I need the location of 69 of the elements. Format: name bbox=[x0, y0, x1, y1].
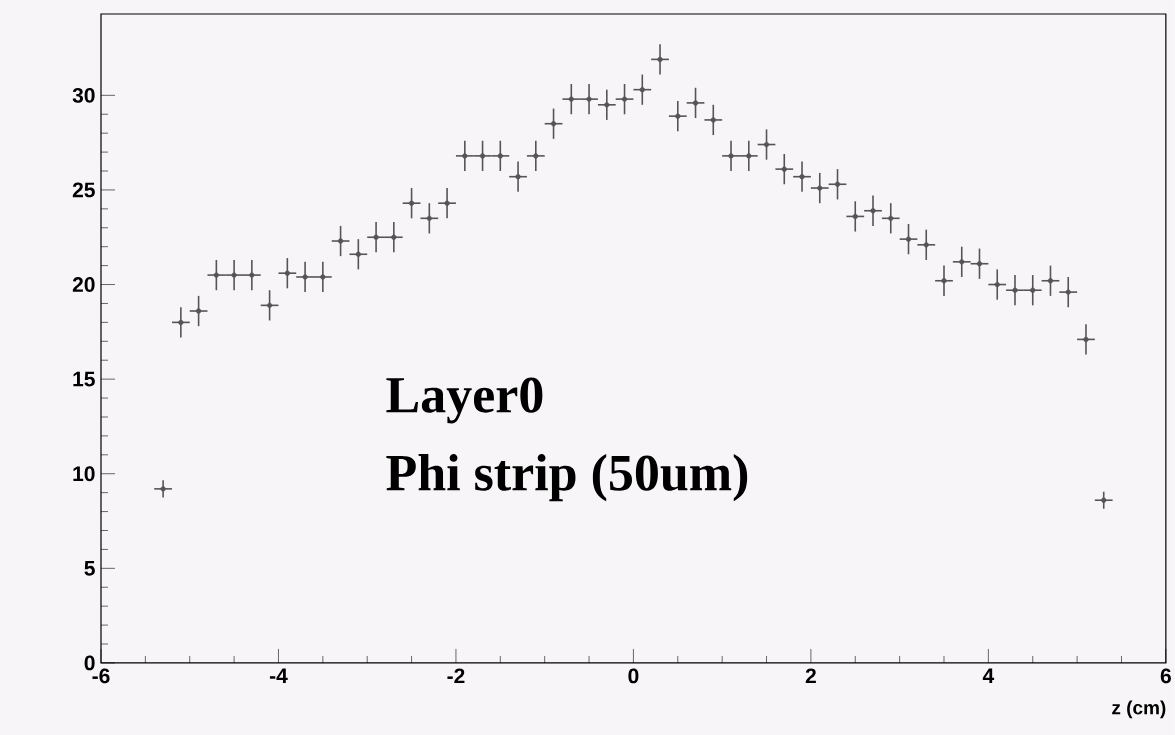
point bbox=[249, 272, 255, 278]
x-axis-title: z (cm) bbox=[1112, 700, 1166, 719]
y-tick-label: 30 bbox=[72, 87, 95, 103]
point bbox=[302, 274, 308, 280]
point bbox=[320, 274, 326, 280]
point bbox=[692, 100, 699, 106]
point bbox=[834, 181, 841, 187]
point bbox=[621, 96, 628, 102]
point bbox=[852, 213, 858, 220]
x-tick-label: 6 bbox=[1160, 668, 1171, 684]
point bbox=[870, 208, 876, 214]
point bbox=[746, 153, 752, 159]
point bbox=[639, 87, 645, 93]
point bbox=[1065, 289, 1071, 295]
x-tick-label: -4 bbox=[269, 668, 288, 683]
point bbox=[1012, 287, 1018, 293]
point bbox=[799, 174, 805, 180]
point bbox=[675, 113, 681, 119]
y-tick-label: 15 bbox=[73, 371, 95, 387]
point bbox=[444, 200, 450, 206]
point bbox=[710, 117, 716, 123]
point bbox=[1101, 497, 1107, 503]
point bbox=[479, 153, 486, 159]
point bbox=[568, 96, 574, 102]
point bbox=[1030, 287, 1036, 293]
point bbox=[533, 153, 539, 159]
point bbox=[550, 121, 557, 127]
point bbox=[657, 56, 663, 63]
point bbox=[515, 174, 521, 180]
point bbox=[763, 141, 770, 148]
x-tick-label: 4 bbox=[982, 668, 995, 683]
y-tick-label: 20 bbox=[72, 277, 95, 292]
point bbox=[196, 308, 202, 314]
point bbox=[959, 259, 965, 265]
point bbox=[160, 486, 166, 492]
point bbox=[462, 153, 468, 159]
y-tick-label: 10 bbox=[73, 466, 95, 482]
y-tick-label: 5 bbox=[84, 561, 95, 576]
point bbox=[213, 272, 219, 278]
point bbox=[976, 261, 983, 267]
point bbox=[284, 270, 290, 276]
point bbox=[337, 238, 344, 244]
x-tick-label: 0 bbox=[628, 668, 639, 684]
point bbox=[728, 153, 734, 159]
point bbox=[941, 278, 947, 284]
point bbox=[817, 185, 823, 191]
annotation: Phi strip (50um) bbox=[386, 454, 748, 502]
point bbox=[231, 272, 237, 278]
point bbox=[604, 102, 610, 108]
point bbox=[1083, 336, 1089, 343]
point bbox=[1047, 278, 1054, 284]
point bbox=[923, 242, 929, 248]
annotation: Layer0 bbox=[386, 377, 543, 424]
point bbox=[267, 302, 273, 308]
point bbox=[426, 215, 432, 221]
point bbox=[373, 234, 379, 240]
x-tick-label: 2 bbox=[805, 668, 816, 684]
point bbox=[888, 215, 894, 221]
point bbox=[781, 166, 787, 172]
point bbox=[905, 236, 912, 242]
point bbox=[497, 153, 503, 159]
y-tick-label: 25 bbox=[72, 182, 95, 198]
point bbox=[408, 200, 415, 206]
point bbox=[178, 319, 184, 326]
point bbox=[391, 234, 397, 240]
point bbox=[355, 251, 361, 257]
point bbox=[586, 96, 592, 102]
point bbox=[994, 281, 1000, 288]
x-tick-label: -2 bbox=[447, 668, 465, 684]
